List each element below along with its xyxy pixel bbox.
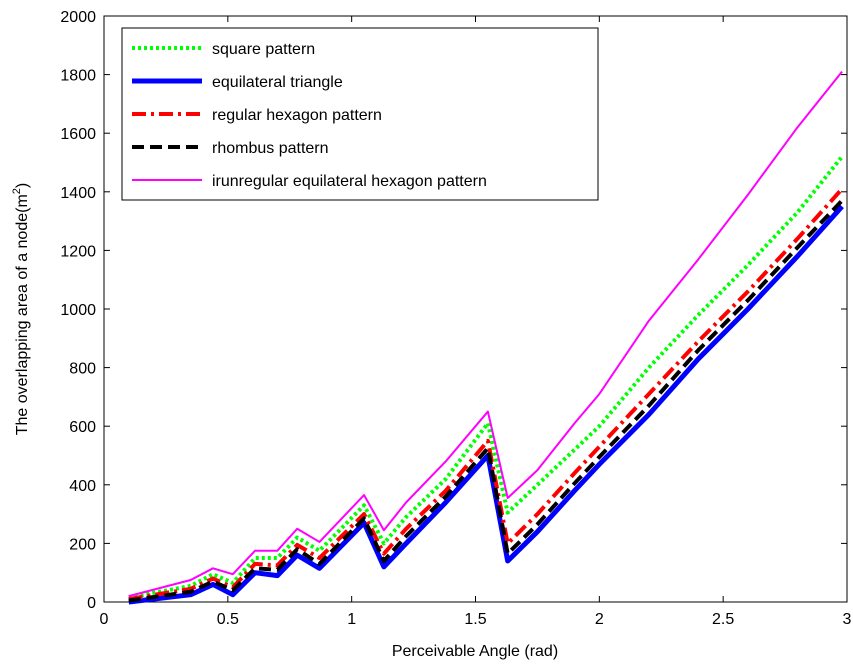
y-axis-label-close: ): [14, 183, 31, 188]
x-tick-label: 0: [100, 611, 109, 628]
series-line-2: [128, 204, 844, 605]
y-tick-label: 1800: [60, 68, 96, 85]
x-axis-label: Perceivable Angle (rad): [392, 643, 558, 660]
series-line-1: [128, 155, 844, 600]
y-tick-label: 600: [69, 419, 96, 436]
legend-label-3: regular hexagon pattern: [212, 107, 382, 124]
y-tick-label: 1000: [60, 302, 96, 319]
legend-label-2: equilateral triangle: [212, 74, 343, 91]
legend-label-5: irunregular equilateral hexagon pattern: [212, 173, 487, 190]
y-axis-label: The overlapping area of a node(m2): [11, 183, 31, 436]
y-tick-label: 1400: [60, 185, 96, 202]
legend-label-1: square pattern: [212, 41, 315, 58]
y-tick-label: 200: [69, 536, 96, 553]
y-tick-label: 1600: [60, 126, 96, 143]
legend-label-4: rhombus pattern: [212, 140, 329, 157]
y-axis-label-superscript: 2: [11, 188, 23, 194]
y-axis-label-main: The overlapping area of a node(m: [14, 194, 31, 435]
y-tick-label: 2000: [60, 9, 96, 26]
legend: square pattern equilateral triangle regula…: [121, 27, 599, 201]
y-tick-label: 400: [69, 478, 96, 495]
x-tick-label: 3: [843, 611, 852, 628]
legend-box: [121, 27, 599, 201]
x-tick-label: 2: [595, 611, 604, 628]
x-tick-label: 0.5: [217, 611, 239, 628]
x-tick-label: 2.5: [712, 611, 734, 628]
series-line-3: [128, 187, 844, 602]
x-tick-label: 1: [347, 611, 356, 628]
series-line-4: [128, 199, 844, 603]
y-tick-label: 0: [87, 595, 96, 612]
series-line-5: [128, 71, 843, 598]
y-tick-label: 1200: [60, 243, 96, 260]
x-tick-label: 1.5: [464, 611, 486, 628]
y-tick-label: 800: [69, 361, 96, 378]
